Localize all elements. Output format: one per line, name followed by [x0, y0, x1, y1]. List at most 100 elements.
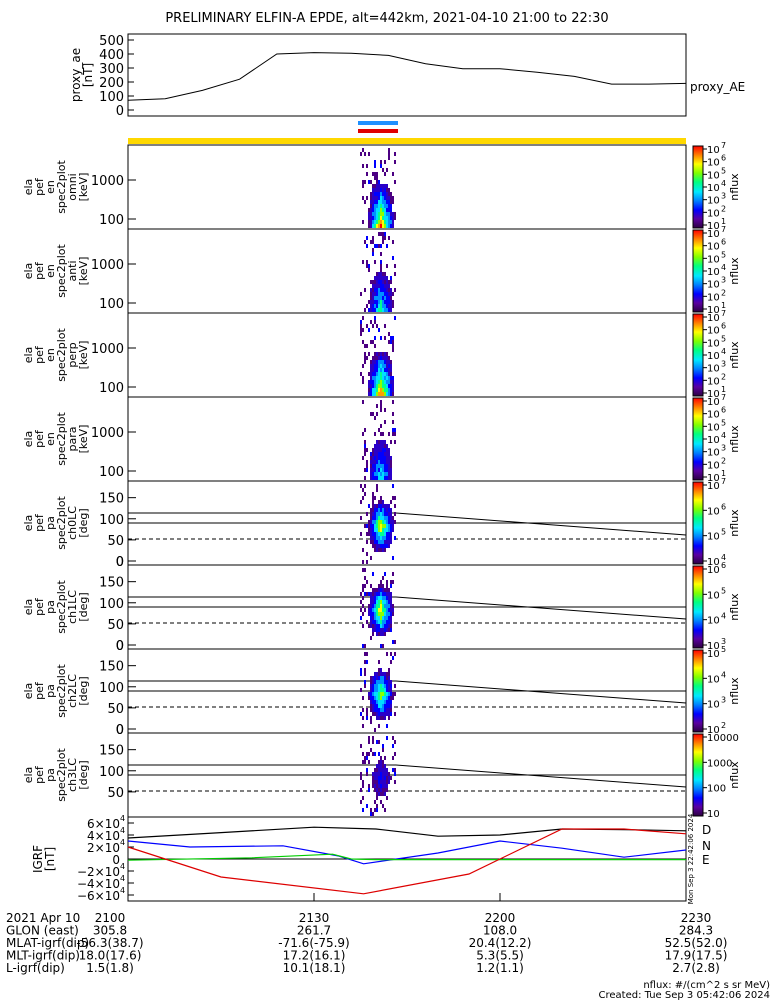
- spec-speck: [364, 180, 366, 184]
- spec-cell: [380, 224, 382, 228]
- spec-cell: [380, 284, 382, 288]
- spec-cell: [378, 712, 380, 716]
- spec-cell: [368, 528, 370, 532]
- spec-speck: [372, 812, 374, 816]
- spec-cell: [372, 688, 374, 692]
- spec-cell: [372, 620, 374, 624]
- spec-speck: [384, 408, 386, 412]
- spec-speck: [362, 724, 364, 728]
- spec-speck: [362, 588, 364, 592]
- colorbar-exponent: 4: [721, 179, 726, 188]
- spec-cell: [370, 392, 372, 396]
- spec-cell: [368, 692, 370, 696]
- spec-speck: [362, 596, 364, 600]
- spec-cell: [376, 528, 378, 532]
- panel-ylabel: ela: [22, 683, 35, 700]
- spec-cell: [376, 448, 378, 452]
- spec-speck: [384, 232, 386, 236]
- spec-cell: [372, 212, 374, 216]
- spec-cell: [384, 364, 386, 368]
- ephem-row-value: 2.7(2.8): [672, 961, 720, 975]
- spec-cell: [376, 304, 378, 308]
- spec-cell: [382, 768, 384, 772]
- spec-cell: [376, 372, 378, 376]
- proxy-ae-ytick-label: 500: [99, 34, 124, 49]
- spec-cell: [382, 712, 384, 716]
- spec-ytick-label: 1000: [91, 174, 124, 189]
- spec-cell: [376, 196, 378, 200]
- spec-cell: [382, 628, 384, 632]
- spec-speck: [368, 352, 370, 356]
- ephem-row-value: 284.3: [679, 924, 713, 938]
- spec-cell: [386, 508, 388, 512]
- spec-cell: [378, 544, 380, 548]
- spec-speck: [366, 164, 368, 168]
- spec-speck: [370, 320, 372, 324]
- spec-cell: [384, 696, 386, 700]
- spec-cell: [380, 372, 382, 376]
- spec-cell: [384, 708, 386, 712]
- spec-speck: [386, 264, 388, 268]
- spec-cell: [380, 308, 382, 312]
- spec-cell: [388, 388, 390, 392]
- igrf-ytick-exponent: 4: [120, 874, 125, 883]
- panel-ylabel: spec2plot: [55, 580, 68, 634]
- spec-speck: [374, 800, 376, 804]
- spec-cell: [376, 784, 378, 788]
- spec-cell: [386, 676, 388, 680]
- spec-cell: [380, 772, 382, 776]
- spec-cell: [384, 776, 386, 780]
- spec-cell: [370, 680, 372, 684]
- spec-speck: [394, 212, 396, 216]
- spec-cell: [380, 628, 382, 632]
- spec-speck: [364, 356, 366, 360]
- spec-cell: [388, 360, 390, 364]
- spec-cell: [384, 512, 386, 516]
- spec-cell: [378, 692, 380, 696]
- panel-ylabel: en: [44, 348, 57, 362]
- colorbar: [692, 229, 704, 313]
- panel-ylabel: ela: [22, 263, 35, 280]
- spec-speck: [392, 292, 394, 296]
- spec-cell: [374, 520, 376, 524]
- spec-cell: [386, 620, 388, 624]
- spec-cell: [386, 204, 388, 208]
- spec-cell: [376, 788, 378, 792]
- spec-speck: [374, 316, 376, 320]
- igrf-ytick-label: −2×10: [77, 865, 120, 879]
- spec-cell: [384, 460, 386, 464]
- spec-cell: [390, 360, 392, 364]
- spec-cell: [386, 616, 388, 620]
- spec-speck: [372, 184, 374, 188]
- panel-frame-ela_pef_en_spec2plot_para: [127, 396, 687, 482]
- spec-cell: [368, 392, 370, 396]
- spec-speck: [362, 808, 364, 812]
- spec-cell: [378, 456, 380, 460]
- spec-speck: [366, 716, 368, 720]
- spec-speck: [364, 684, 366, 688]
- spec-speck: [368, 532, 370, 536]
- spec-speck: [394, 216, 396, 220]
- colorbar-label: nflux: [728, 257, 741, 285]
- spec-cell: [388, 628, 390, 632]
- pa-ytick-zero: 0: [116, 723, 124, 738]
- spec-cell: [384, 380, 386, 384]
- spec-speck: [392, 428, 394, 432]
- spec-speck: [392, 420, 394, 424]
- spec-cell: [380, 600, 382, 604]
- spec-speck: [376, 172, 378, 176]
- spec-cell: [386, 452, 388, 456]
- spec-speck: [364, 524, 366, 528]
- spec-speck: [360, 776, 362, 780]
- ephem-row-label: GLON (east): [6, 924, 79, 938]
- spec-cell: [386, 364, 388, 368]
- spec-speck: [390, 280, 392, 284]
- spec-cell: [380, 788, 382, 792]
- spec-cell: [370, 380, 372, 384]
- spec-cell: [370, 532, 372, 536]
- spec-cell: [384, 624, 386, 628]
- proxy-ae-ytick-label: 200: [99, 76, 124, 91]
- spec-cell: [380, 716, 382, 720]
- spec-cell: [384, 784, 386, 788]
- spec-cell: [386, 276, 388, 280]
